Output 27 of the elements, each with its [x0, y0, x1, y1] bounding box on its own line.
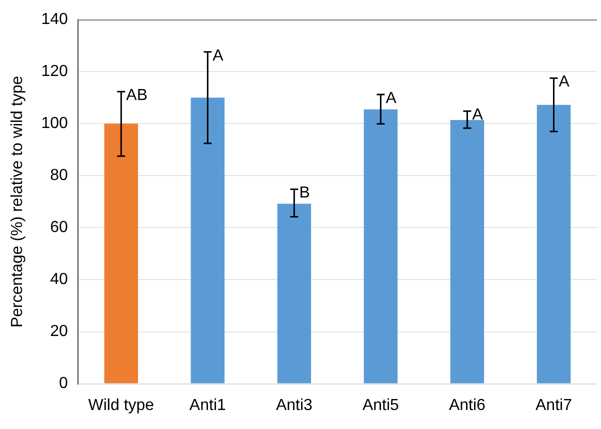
bar [536, 104, 571, 384]
y-tick-label: 60 [50, 219, 68, 236]
annotation: A [386, 90, 397, 107]
annotation: A [472, 106, 484, 124]
bar [190, 98, 225, 384]
y-tick-label: 140 [41, 11, 68, 28]
y-tick-label: 40 [50, 271, 68, 288]
y-tick-label: 100 [41, 115, 68, 132]
bar [104, 124, 138, 384]
y-tick-label: 120 [41, 63, 68, 80]
y-axis-title: Percentage (%) relative to wild type [9, 76, 26, 328]
bar [277, 204, 312, 384]
x-tick-label: Anti1 [189, 396, 226, 414]
x-tick-label: Anti5 [362, 396, 400, 414]
x-tick-label: Anti7 [536, 396, 572, 414]
bar [364, 109, 398, 384]
bar [450, 120, 484, 384]
annotation: B [299, 184, 310, 202]
y-tick-label: 80 [50, 167, 68, 184]
x-tick-label: Wild type [88, 396, 154, 414]
y-tick-label: 20 [50, 323, 68, 340]
annotation: A [212, 47, 224, 64]
y-tick-label: 0 [58, 375, 68, 392]
x-tick-label: Anti3 [276, 396, 313, 414]
annotation: A [558, 74, 570, 91]
annotation: AB [126, 87, 148, 104]
x-tick-label: Anti6 [448, 396, 486, 414]
